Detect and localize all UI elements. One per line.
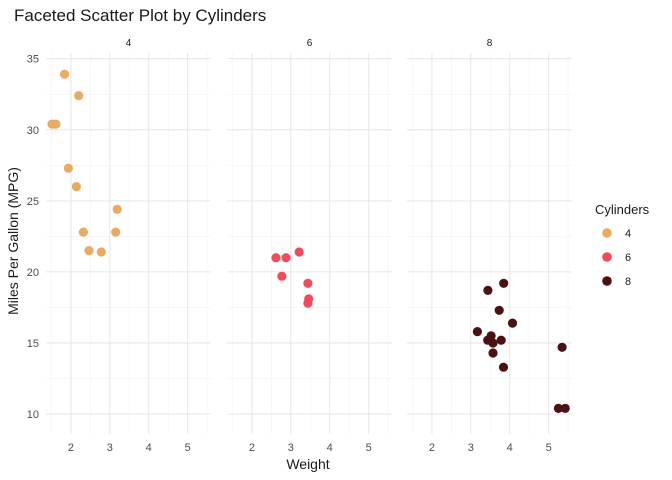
facet-panel-6: 6 2 3 4 5 bbox=[227, 38, 392, 454]
x-tick-label: 2 bbox=[249, 442, 255, 454]
data-point bbox=[84, 246, 94, 256]
chart-title: Faceted Scatter Plot by Cylinders bbox=[14, 6, 266, 25]
facet-panel-8: 8 2 3 4 5 bbox=[407, 38, 572, 454]
y-axis-title: Miles Per Gallon (MPG) bbox=[5, 167, 21, 315]
y-tick-label: 30 bbox=[27, 125, 39, 137]
data-point bbox=[271, 253, 281, 263]
facet-strip-label: 6 bbox=[307, 38, 313, 49]
data-point bbox=[483, 285, 493, 295]
data-point bbox=[96, 247, 106, 257]
y-tick-label: 10 bbox=[27, 409, 39, 421]
data-point bbox=[488, 348, 498, 358]
legend-title: Cylinders bbox=[595, 202, 650, 217]
y-axis: 10 15 20 25 30 35 bbox=[27, 54, 39, 421]
x-tick-label: 3 bbox=[468, 442, 474, 454]
legend-key bbox=[602, 228, 612, 238]
facet-panels: 4 2 3 4 5 6 2 3 4 5 8 2 3 4 5 10 15 20 25 30 35 bbox=[27, 38, 572, 454]
data-point bbox=[560, 403, 570, 413]
data-point bbox=[111, 227, 121, 237]
data-point bbox=[277, 271, 287, 281]
data-point bbox=[47, 119, 57, 129]
x-axis-title: Weight bbox=[286, 456, 329, 472]
facet-panel-4: 4 2 3 4 5 bbox=[46, 38, 211, 454]
data-point bbox=[498, 362, 509, 372]
data-point bbox=[494, 305, 504, 315]
x-tick-label: 5 bbox=[366, 442, 372, 454]
data-point bbox=[303, 298, 313, 308]
data-point bbox=[499, 278, 509, 288]
x-tick-label: 5 bbox=[185, 442, 191, 454]
data-point bbox=[112, 204, 122, 214]
data-point bbox=[488, 338, 498, 348]
data-point bbox=[507, 318, 518, 328]
y-tick-label: 25 bbox=[27, 196, 39, 208]
x-tick-label: 4 bbox=[146, 442, 152, 454]
x-tick-label: 2 bbox=[68, 442, 74, 454]
x-tick-label: 3 bbox=[107, 442, 113, 454]
legend-label: 6 bbox=[625, 252, 631, 264]
data-point bbox=[78, 227, 88, 237]
data-point bbox=[472, 327, 482, 337]
data-point bbox=[74, 91, 84, 101]
facet-strip-label: 4 bbox=[126, 38, 132, 49]
data-point bbox=[294, 247, 304, 257]
x-tick-label: 3 bbox=[288, 442, 294, 454]
x-tick-label: 4 bbox=[327, 442, 333, 454]
legend-key bbox=[602, 252, 612, 262]
data-point bbox=[281, 253, 291, 263]
data-point bbox=[71, 182, 81, 192]
y-tick-label: 15 bbox=[27, 338, 39, 350]
data-point bbox=[496, 335, 506, 345]
legend-item-8: 8 bbox=[602, 276, 631, 288]
y-tick-label: 35 bbox=[27, 54, 39, 66]
x-tick-label: 4 bbox=[507, 442, 513, 454]
data-point bbox=[557, 342, 567, 352]
legend-item-4: 4 bbox=[602, 228, 631, 240]
legend-item-6: 6 bbox=[602, 252, 631, 264]
legend-label: 4 bbox=[625, 228, 631, 240]
legend-label: 8 bbox=[625, 276, 631, 288]
legend: Cylinders 4 6 8 bbox=[595, 202, 650, 288]
x-tick-label: 2 bbox=[429, 442, 435, 454]
y-tick-label: 20 bbox=[27, 267, 39, 279]
data-point bbox=[553, 403, 564, 413]
data-point bbox=[63, 163, 73, 173]
data-point bbox=[303, 278, 313, 288]
legend-key bbox=[602, 276, 612, 286]
facet-strip-label: 8 bbox=[487, 38, 493, 49]
data-point bbox=[59, 69, 70, 79]
x-tick-label: 5 bbox=[546, 442, 552, 454]
